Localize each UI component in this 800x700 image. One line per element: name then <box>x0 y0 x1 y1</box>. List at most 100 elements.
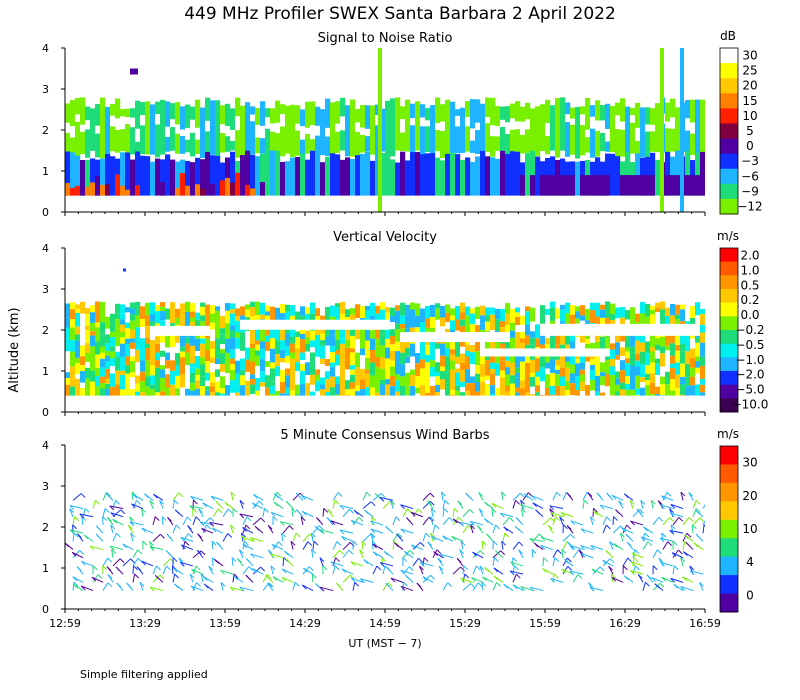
wind-barb-flag <box>178 492 184 498</box>
wind-barb-flag <box>670 578 676 583</box>
snr-cell <box>525 152 531 196</box>
vel-cell <box>70 319 76 328</box>
snr-gap <box>250 114 256 122</box>
snr-gap <box>305 127 311 134</box>
wind-barb-flag <box>102 565 108 571</box>
vel-cell <box>585 373 591 385</box>
vel-cell <box>220 353 226 365</box>
vel-cell <box>265 335 271 342</box>
vel-cell <box>205 304 211 315</box>
vel-cell <box>280 326 286 341</box>
wind-barb-flag <box>587 492 593 497</box>
vel-cell <box>90 381 96 390</box>
vel-cell <box>140 371 146 382</box>
wind-barb <box>502 517 510 526</box>
snr-cell <box>605 175 611 196</box>
vel-cell <box>310 363 316 375</box>
vel-cell <box>385 372 391 380</box>
wind-barb <box>462 565 465 575</box>
wind-barb-flag <box>190 585 196 591</box>
vel-cell <box>165 352 171 361</box>
wind-barb-flag <box>272 516 278 521</box>
vel-cell <box>270 326 276 339</box>
snr-cell <box>600 175 606 196</box>
snr-cell <box>285 105 291 154</box>
wind-barb <box>132 573 136 583</box>
panel-title: Vertical Velocity <box>333 230 437 245</box>
vel-cell <box>635 353 641 361</box>
vel-cell <box>100 358 106 368</box>
snr-cell <box>610 105 616 153</box>
vel-cell <box>525 374 531 383</box>
snr-cell <box>550 175 556 196</box>
snr-gap <box>510 118 516 130</box>
vel-cell <box>95 367 101 377</box>
vel-cell <box>210 382 216 387</box>
vel-cell <box>270 368 276 382</box>
wind-barb-flag <box>431 536 437 541</box>
wind-barb-flag <box>405 517 411 522</box>
wind-barb-flag <box>400 528 406 534</box>
vel-cell <box>315 308 321 317</box>
wind-barb-flag <box>239 586 245 592</box>
wind-barb <box>242 516 248 526</box>
vel-cell <box>450 378 456 391</box>
wind-barb-flag <box>465 492 470 498</box>
vel-cell <box>600 376 606 386</box>
colorbar-units: m/s <box>717 229 739 243</box>
vel-cell <box>670 390 676 396</box>
snr-cell <box>480 150 486 196</box>
vel-cell <box>565 380 571 391</box>
vel-cell <box>410 369 416 375</box>
snr-gap <box>355 122 361 132</box>
wind-barb-flag <box>669 508 674 513</box>
wind-barb <box>252 502 264 509</box>
vel-cell <box>460 387 466 393</box>
vel-cell <box>350 308 356 315</box>
vel-cell <box>485 338 491 349</box>
vel-cell <box>330 367 336 377</box>
wind-barb-flag <box>350 561 356 567</box>
vel-cell <box>320 377 326 385</box>
wind-barb <box>470 520 484 526</box>
wind-barb-flag <box>429 501 435 506</box>
snr-gap <box>75 114 81 122</box>
wind-barb <box>389 500 394 509</box>
vel-cell <box>65 384 71 396</box>
vel-cell <box>535 358 541 372</box>
vel-cell <box>610 333 616 344</box>
wind-barb-flag <box>619 532 625 538</box>
wind-barb-flag <box>303 567 308 573</box>
wind-barb <box>370 528 384 534</box>
wind-barb-flag <box>102 516 107 521</box>
snr-cell <box>695 175 701 196</box>
wind-barb-flag <box>651 577 657 582</box>
vel-cell <box>225 334 231 339</box>
wind-barb-flag <box>197 533 202 538</box>
snr-cell <box>355 108 361 157</box>
wind-barb <box>149 500 154 509</box>
snr-cell <box>430 153 436 196</box>
vel-cell <box>635 388 641 395</box>
vel-cell <box>180 303 186 317</box>
wind-barb <box>370 520 384 526</box>
colorbar-label: 0.5 <box>740 278 759 292</box>
snr-cell <box>125 108 131 154</box>
vel-cell <box>335 349 341 355</box>
wind-barb <box>492 582 497 591</box>
wind-barb <box>482 576 494 583</box>
vel-cell <box>395 341 401 352</box>
snr-cell <box>640 175 646 196</box>
vel-cell <box>610 366 616 376</box>
wind-barb-flag <box>264 508 269 513</box>
vel-cell <box>370 362 376 376</box>
vel-cell <box>265 375 271 381</box>
vel-cell <box>295 311 301 322</box>
vel-cell <box>85 313 91 326</box>
vel-gap <box>400 332 510 343</box>
vel-cell <box>390 386 396 396</box>
vel-cell <box>140 381 146 393</box>
vel-cell <box>490 368 496 374</box>
vel-cell <box>675 344 681 351</box>
wind-barb-flag <box>294 581 300 587</box>
